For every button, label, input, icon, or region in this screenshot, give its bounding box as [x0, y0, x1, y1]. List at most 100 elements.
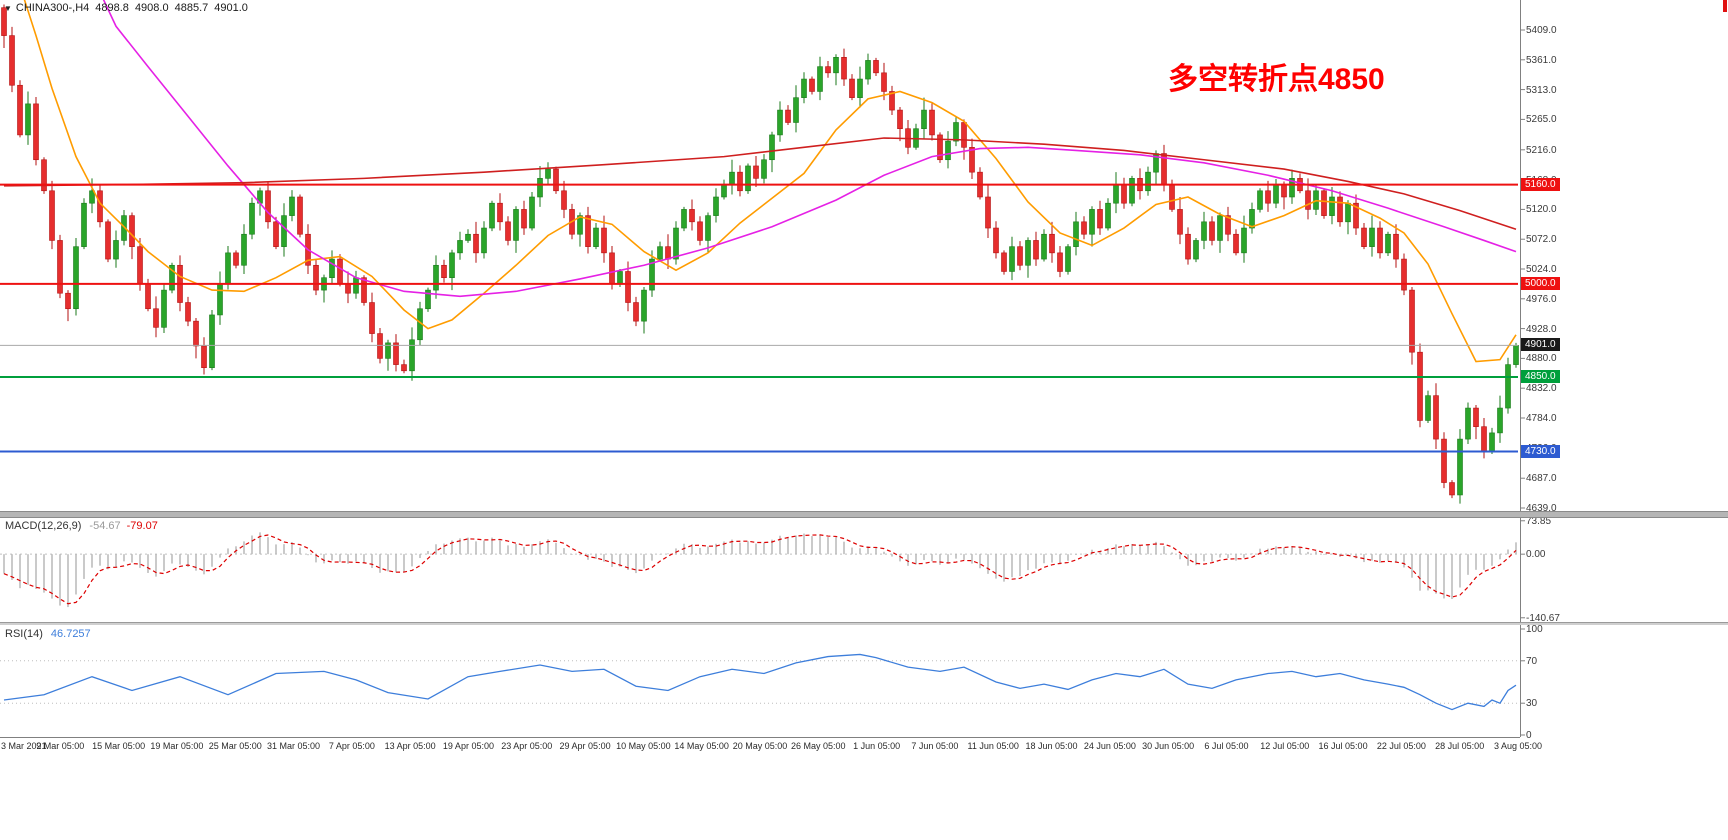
candle-body [497, 202, 503, 223]
price-tick-label: 4784.0 [1526, 412, 1557, 424]
candle-body [433, 264, 439, 291]
candle-body [705, 215, 711, 241]
candle-body [1329, 196, 1335, 216]
candle-body [1065, 246, 1071, 272]
time-tick-label: 7 Apr 05:00 [328, 741, 375, 751]
candle-body [505, 221, 511, 241]
candle-body [1265, 190, 1271, 204]
candle-body [89, 190, 95, 204]
macd-signal-value: -79.07 [126, 520, 158, 532]
candle-body [1041, 233, 1047, 260]
panel-separator-macd[interactable] [0, 511, 1728, 518]
candle-body [1417, 351, 1423, 421]
candle-body [249, 202, 255, 235]
candle-body [1481, 426, 1487, 452]
candle-body [953, 122, 959, 142]
time-tick-label: 25 Mar 05:00 [208, 741, 262, 751]
candle-body [129, 215, 135, 247]
candle-body [897, 109, 903, 130]
candle-body [1129, 178, 1135, 204]
candle-body [889, 91, 895, 111]
candle-body [1025, 240, 1031, 266]
candle-body [769, 134, 775, 161]
candle-body [1369, 227, 1375, 247]
candle-body [457, 240, 463, 254]
candle-body [585, 215, 591, 247]
candle-body [713, 196, 719, 216]
time-tick-label: 3 Mar 2021 [1, 741, 47, 751]
candle-body [209, 314, 215, 369]
price-tick-label: 4928.0 [1526, 323, 1557, 335]
candle-body [1281, 184, 1287, 198]
slow-ma-line [3, 137, 1517, 231]
candle-body [1457, 438, 1463, 496]
candle-body [1185, 233, 1191, 260]
symbol-dropdown-icon[interactable]: ▼ [4, 4, 12, 13]
candle-body [1081, 221, 1087, 235]
rsi-tick-label: 0 [1526, 730, 1532, 741]
time-tick-label: 24 Jun 05:00 [1083, 741, 1136, 751]
time-tick-label: 10 May 05:00 [616, 741, 671, 751]
price-tick-label: 5024.0 [1526, 264, 1557, 275]
candle-body [425, 289, 431, 310]
price-tag-4850.0: 4850.0 [1521, 370, 1560, 383]
candle-body [985, 196, 991, 229]
candle-body [337, 258, 343, 285]
candle-body [1113, 184, 1119, 204]
candle-body [1497, 407, 1503, 434]
time-tick-label: 11 Jun 05:00 [967, 741, 1019, 751]
candle-body [169, 264, 175, 291]
candle-body [753, 165, 759, 179]
candle-body [377, 333, 383, 359]
candle-body [1353, 202, 1359, 229]
rsi-tick-label: 70 [1526, 655, 1538, 667]
candle-body [1241, 227, 1247, 254]
candle-body [929, 109, 935, 136]
candle-body [673, 227, 679, 260]
rsi-value: 46.7257 [50, 628, 91, 640]
price-tick-label: 5072.0 [1526, 234, 1557, 246]
rsi-indicator-label: RSI(14) 46.7257 [5, 628, 91, 640]
macd-tick-label: 73.85 [1526, 515, 1552, 527]
time-axis-line [0, 737, 1520, 738]
candle-body [73, 246, 79, 310]
candle-body [1145, 171, 1151, 192]
macd-panel [0, 532, 1518, 608]
price-tick-label: 5313.0 [1526, 84, 1557, 96]
panel-separator-rsi[interactable] [0, 622, 1728, 625]
candle-body [641, 289, 647, 322]
candle-body [225, 252, 231, 285]
candle-body [729, 171, 735, 185]
candle-body [761, 159, 767, 179]
candle-body [121, 215, 127, 241]
candle-body [401, 364, 407, 372]
price-tick-label: 4880.0 [1526, 353, 1557, 365]
candle-body [1441, 438, 1447, 483]
time-tick-label: 7 Jun 05:00 [911, 741, 959, 751]
time-tick-label: 26 May 05:00 [791, 741, 846, 751]
candle-body [1433, 395, 1439, 440]
candle-body [393, 342, 399, 365]
time-tick-label: 6 Jul 05:00 [1204, 741, 1249, 751]
candle-body [1233, 233, 1239, 254]
annotation-text[interactable]: 多空转折点4850 [1168, 63, 1385, 96]
candle-body [1425, 395, 1431, 421]
axis-top-marker [1723, 0, 1727, 12]
candle-body [241, 233, 247, 266]
time-tick-label: 23 Apr 05:00 [501, 741, 553, 751]
candle-body [1401, 258, 1407, 291]
candle-body [1385, 233, 1391, 254]
candle-body [201, 345, 207, 369]
rsi-line [3, 653, 1517, 711]
time-tick-label: 15 Mar 05:00 [92, 741, 146, 751]
candle-body [97, 190, 103, 223]
candle-body [1001, 252, 1007, 272]
candle-body [353, 277, 359, 294]
candle-body [1305, 190, 1311, 210]
candle-body [9, 35, 15, 86]
candle-body [969, 147, 975, 173]
symbol-info[interactable]: ▼ CHINA300-,H4 4898.8 4908.0 4885.7 4901.0 [4, 2, 254, 14]
candle-body [297, 196, 303, 235]
